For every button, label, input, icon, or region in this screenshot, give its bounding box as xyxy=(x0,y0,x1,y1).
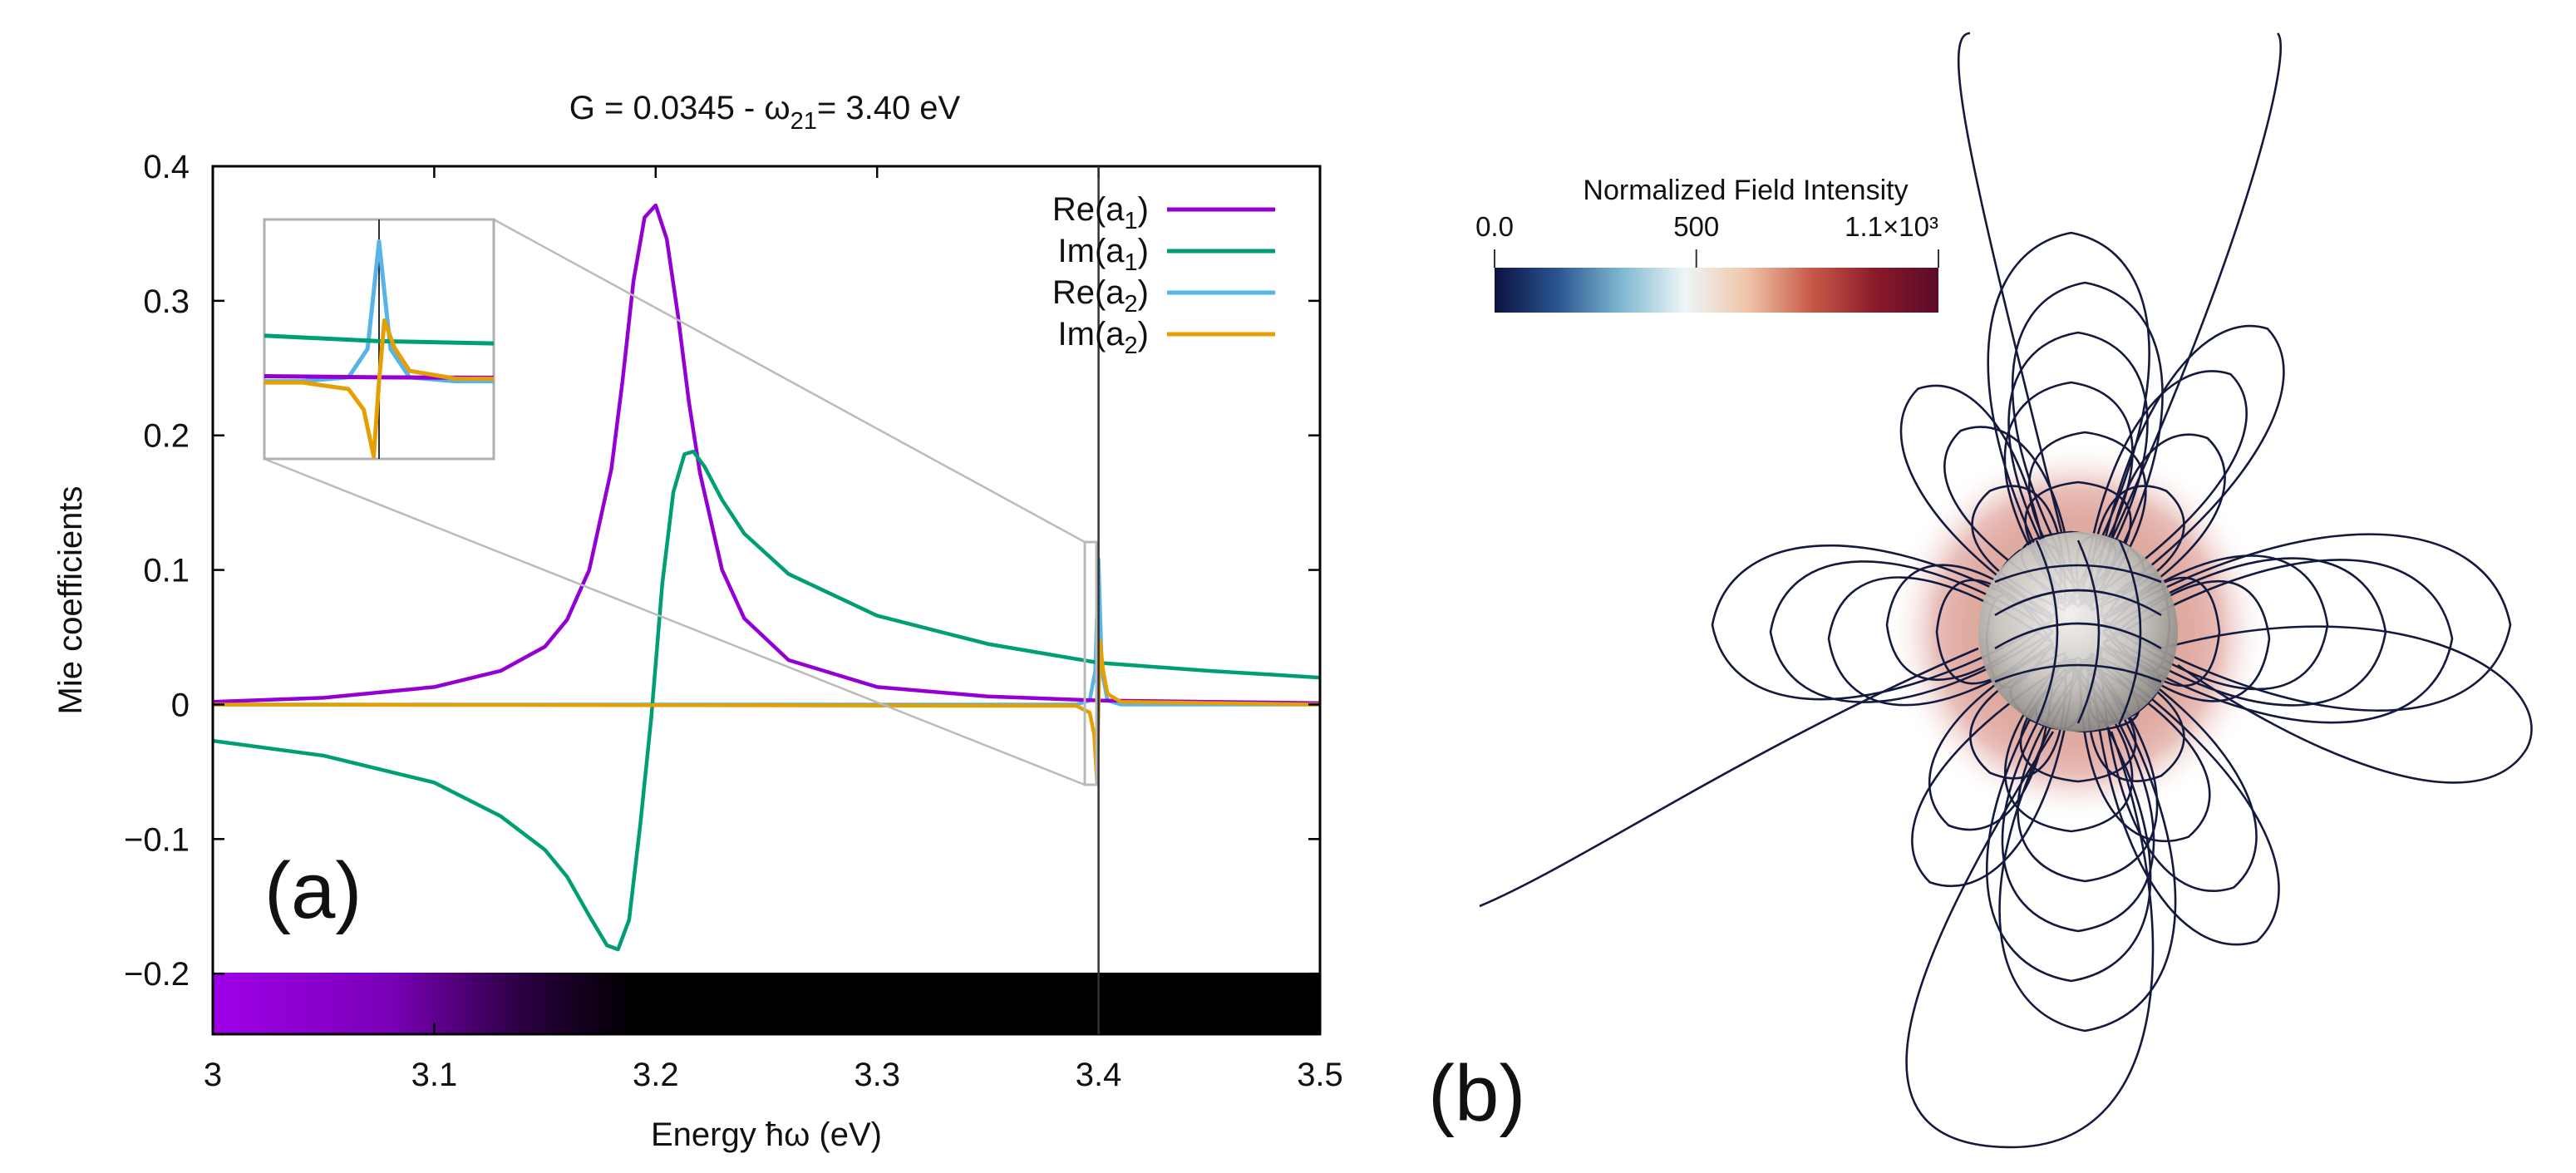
sphere-field-line xyxy=(1994,564,2162,584)
field-line xyxy=(1769,560,2054,703)
energy-color-band xyxy=(213,973,1320,1034)
x-axis-label: Energy ħω (eV) xyxy=(651,1116,882,1153)
field-line xyxy=(1987,231,2150,608)
field-line xyxy=(2079,658,2211,842)
inset-connector-lines xyxy=(264,218,1086,786)
y-tick-label: 0 xyxy=(171,687,190,723)
colorbar-tick-label: 1.1×10³ xyxy=(1845,211,1938,242)
field-line xyxy=(1905,731,2155,1149)
legend-label: Re(a2) xyxy=(1052,274,1149,318)
inset-series-re-a1 xyxy=(264,374,494,380)
field-line xyxy=(2102,579,2271,702)
field-line xyxy=(2100,433,2226,619)
y-axis-label: Mie coefficients xyxy=(52,486,89,715)
x-tick-label: 3.2 xyxy=(633,1057,679,1093)
series-line-re-a2 xyxy=(213,557,1320,707)
y-tick-label: 0.4 xyxy=(143,149,190,185)
inset-series-im-a2 xyxy=(264,318,494,459)
x-tick-label: 3.4 xyxy=(1076,1057,1122,1093)
plot-frame xyxy=(211,165,1322,1036)
colorbar-tick-label: 500 xyxy=(1673,211,1719,242)
y-tick-label: −0.2 xyxy=(124,956,190,993)
axes: 3 3.1 3.2 3.3 3.4 3.5 −0.2 −0.1 0 0.1 0.2 0.3 0.4 xyxy=(124,149,1343,1093)
field-line xyxy=(1969,652,2067,780)
field-line xyxy=(1479,647,1979,908)
y-tick-label: 0.3 xyxy=(143,283,190,320)
colorbar-title: Normalized Field Intensity xyxy=(1583,175,1908,206)
colorbar xyxy=(1495,268,1938,313)
legend-label: Im(a1) xyxy=(1058,233,1149,276)
colorbar-ticks: 0.0 500 1.1×10³ xyxy=(1475,211,1939,268)
field-line xyxy=(1986,656,2152,983)
field-line-visualization xyxy=(1479,32,2533,1149)
field-line xyxy=(1957,32,2063,533)
series-line-re-a1 xyxy=(213,203,1320,706)
field-line xyxy=(2017,656,2159,883)
panel-label-b: (b) xyxy=(1428,1049,1525,1138)
legend-label: Im(a2) xyxy=(1058,316,1149,359)
y-tick-label: 0.1 xyxy=(143,553,190,589)
colorbar-tick-label: 0.0 xyxy=(1475,211,1514,242)
legend-label: Re(a1) xyxy=(1052,191,1149,234)
sphere-field-line xyxy=(1994,589,2162,617)
field-line xyxy=(1943,426,2076,606)
field-line xyxy=(2160,625,2533,784)
sphere-field-line xyxy=(2035,540,2059,724)
panel-a: G = 0.0345 - ω21= 3.40 eV 3 3.1 3.2 3.3 3.4 3… xyxy=(52,90,1343,1153)
y-tick-label: −0.1 xyxy=(124,821,190,858)
field-lines xyxy=(1479,32,2533,1149)
field-line xyxy=(2001,656,2155,933)
x-tick-label: 3.5 xyxy=(1297,1057,1343,1093)
field-line xyxy=(2089,652,2280,946)
x-tick-label: 3 xyxy=(204,1057,222,1093)
field-line xyxy=(2102,533,2512,712)
field-line xyxy=(2080,370,2248,606)
sphere-field-line xyxy=(1994,663,2162,683)
series-line-im-a1 xyxy=(213,449,1320,952)
legend: Re(a1)Im(a1)Re(a2)Im(a2) xyxy=(1052,191,1275,359)
nanoparticle-sphere xyxy=(1978,532,2178,732)
field-line xyxy=(1827,576,2054,707)
zoom-region-box xyxy=(1083,540,1098,786)
y-tick-label: 0.2 xyxy=(143,418,190,455)
series-line-im-a2 xyxy=(213,639,1320,785)
field-line xyxy=(2011,281,2164,608)
field-line xyxy=(1885,564,2054,681)
field-line xyxy=(2003,656,2134,833)
field-line xyxy=(1899,384,2056,619)
field-line xyxy=(2099,646,2258,892)
field-line xyxy=(1998,656,2177,1033)
field-line xyxy=(2090,324,2285,612)
x-tick-label: 3.3 xyxy=(854,1057,900,1093)
x-tick-label: 3.1 xyxy=(411,1057,458,1093)
inset-plot xyxy=(263,218,495,461)
sphere-field-line xyxy=(2076,540,2101,724)
panel-label-a: (a) xyxy=(264,846,362,935)
field-line xyxy=(2003,381,2134,608)
chart-title: G = 0.0345 - ω21= 3.40 eV xyxy=(569,90,961,135)
panel-b: Normalized Field Intensity 0.0 500 1.1×10³… xyxy=(1428,32,2533,1149)
field-line xyxy=(1711,545,2054,701)
sphere-field-line xyxy=(2118,540,2142,724)
field-line xyxy=(1911,658,2076,888)
inset-series-im-a1 xyxy=(264,333,494,346)
field-line xyxy=(2102,554,2329,691)
field-line xyxy=(2086,652,2185,782)
field-line xyxy=(2110,32,2282,541)
field-line xyxy=(2102,559,2454,724)
